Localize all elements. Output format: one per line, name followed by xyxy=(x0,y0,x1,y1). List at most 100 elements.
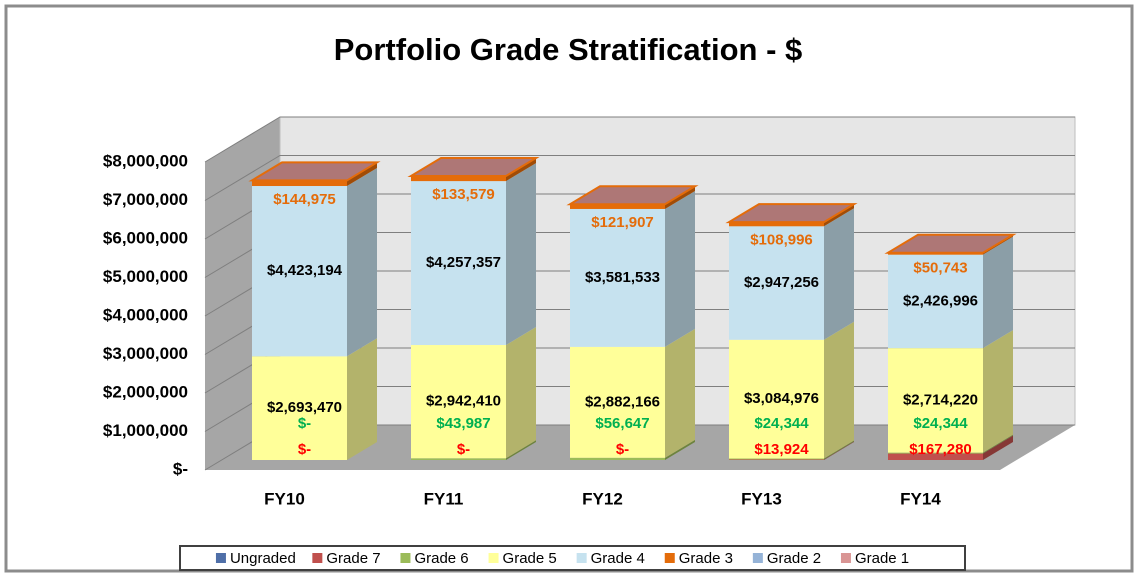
data-label: $108,996 xyxy=(750,231,813,248)
bar-side xyxy=(983,330,1013,453)
bar-top xyxy=(248,161,381,182)
bar-side xyxy=(506,327,536,459)
grid-line xyxy=(204,116,1075,163)
legend-box xyxy=(179,545,966,571)
bar-side xyxy=(983,435,1013,460)
data-label: $3,581,533 xyxy=(585,269,660,286)
bar-side xyxy=(347,168,377,357)
bar-side xyxy=(347,338,377,460)
y-tick-label: $5,000,000 xyxy=(103,267,188,286)
bar-top xyxy=(407,156,540,177)
grid-line xyxy=(204,155,1075,201)
data-label: $2,942,410 xyxy=(426,393,501,410)
x-tick-label: FY12 xyxy=(582,489,623,508)
bar-segment xyxy=(411,458,506,460)
data-label: $2,426,996 xyxy=(903,292,978,309)
data-label: $56,647 xyxy=(595,415,649,432)
legend-swatch xyxy=(488,553,499,563)
data-label: $2,693,470 xyxy=(267,399,342,416)
legend-label: Grade 1 xyxy=(855,550,909,567)
data-label: $144,975 xyxy=(273,191,336,208)
data-label: $- xyxy=(298,441,311,458)
chart-title: Portfolio Grade Stratification - $ xyxy=(334,32,803,67)
data-label: $43,987 xyxy=(436,415,490,432)
data-label: $24,344 xyxy=(754,415,809,432)
bar-segment xyxy=(888,453,983,460)
bar-top xyxy=(884,233,1017,254)
legend-swatch xyxy=(215,553,226,563)
bar-top xyxy=(566,185,699,206)
data-label: $133,579 xyxy=(432,186,495,203)
bar-side xyxy=(506,163,536,346)
bar-segment xyxy=(729,339,824,459)
data-label: $- xyxy=(616,441,629,458)
bar-segment xyxy=(252,180,347,187)
data-label: $121,907 xyxy=(591,214,654,231)
bar-segment xyxy=(411,345,506,459)
bar-side xyxy=(506,440,536,460)
bar-segment xyxy=(729,459,824,460)
data-label: $- xyxy=(298,415,311,432)
legend-swatch xyxy=(840,553,851,563)
bar-segment xyxy=(729,458,824,460)
bar-side xyxy=(347,162,377,187)
data-label: $4,423,194 xyxy=(267,262,343,279)
bar-segment xyxy=(570,346,665,458)
y-tick-label: $4,000,000 xyxy=(103,305,188,324)
data-label: $- xyxy=(457,441,470,458)
y-tick-label: $- xyxy=(173,459,188,478)
bar-side xyxy=(665,190,695,347)
bar-segment xyxy=(252,186,347,357)
data-label: $24,344 xyxy=(913,415,968,432)
x-tick-label: FY14 xyxy=(900,489,941,508)
legend-label: Ungraded xyxy=(230,550,296,567)
bar-segment xyxy=(570,457,665,460)
bar-segment xyxy=(570,204,665,209)
bar-segment xyxy=(411,175,506,182)
x-tick-label: FY10 xyxy=(264,489,305,508)
legend-swatch xyxy=(752,553,763,563)
legend-label: Grade 7 xyxy=(326,550,380,567)
y-tick-label: $6,000,000 xyxy=(103,228,188,247)
bar-side xyxy=(824,321,854,459)
bar-side xyxy=(824,440,854,460)
y-tick-label: $7,000,000 xyxy=(103,190,188,209)
bar-segment xyxy=(570,208,665,347)
legend-swatch xyxy=(312,553,323,563)
data-label: $13,924 xyxy=(754,441,809,458)
bar-segment xyxy=(888,254,983,349)
legend-label: Grade 6 xyxy=(414,550,468,567)
data-label: $4,257,357 xyxy=(426,254,501,271)
data-label: $2,714,220 xyxy=(903,391,978,408)
bar-side xyxy=(665,186,695,209)
bar-side xyxy=(665,328,695,458)
bar-segment xyxy=(252,356,347,460)
bar-top xyxy=(725,203,858,224)
bar-segment xyxy=(888,452,983,454)
bar-segment xyxy=(411,181,506,346)
bar-segment xyxy=(888,348,983,453)
legend-label: Grade 4 xyxy=(591,550,645,567)
legend-swatch xyxy=(400,553,411,563)
bar-side xyxy=(506,157,536,182)
bar-side xyxy=(665,439,695,460)
x-tick-label: FY13 xyxy=(741,489,782,508)
x-tick-label: FY11 xyxy=(424,489,464,508)
bar-side xyxy=(824,208,854,340)
bar-side xyxy=(983,236,1013,349)
y-tick-label: $8,000,000 xyxy=(103,151,188,170)
legend-swatch xyxy=(576,553,587,563)
data-label: $2,882,166 xyxy=(585,393,660,410)
y-tick-label: $1,000,000 xyxy=(103,421,188,440)
data-label: $3,084,976 xyxy=(744,390,819,407)
legend-label: Grade 5 xyxy=(503,550,557,567)
bar-segment xyxy=(729,222,824,227)
legend-label: Grade 3 xyxy=(679,550,733,567)
bar-side xyxy=(983,434,1013,454)
y-tick-label: $3,000,000 xyxy=(103,344,188,363)
data-label: $2,947,256 xyxy=(744,274,819,291)
bar-segment xyxy=(729,226,824,340)
data-label: $50,743 xyxy=(913,260,967,277)
